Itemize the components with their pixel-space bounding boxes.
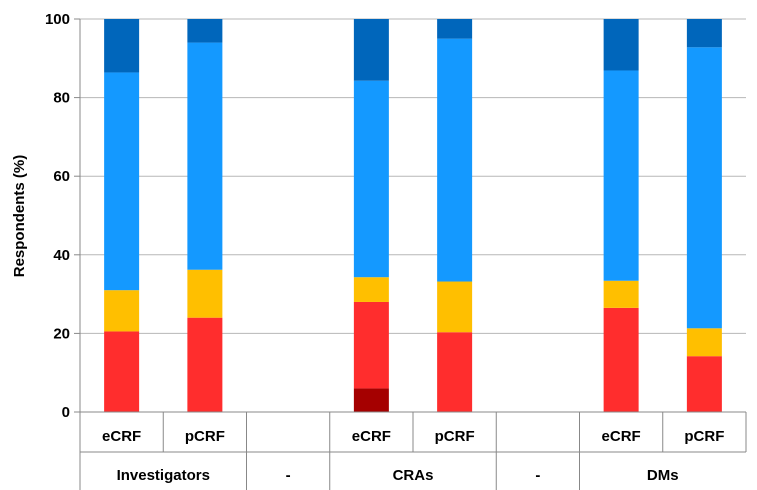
bar-segment xyxy=(603,280,639,308)
bar-segment xyxy=(353,80,389,278)
bar-segment xyxy=(686,356,722,412)
bar-segment xyxy=(686,19,722,48)
bar-segment xyxy=(437,332,473,412)
gridlines xyxy=(74,18,746,413)
axes xyxy=(79,19,747,490)
y-tick-labels: 0 20 40 60 80 100 xyxy=(45,11,70,421)
category-label: pCRF xyxy=(684,428,724,445)
bar-segment xyxy=(353,19,389,81)
bar-segment xyxy=(686,328,722,357)
bar-segment xyxy=(686,47,722,329)
bar-segment xyxy=(187,317,223,412)
y-tick-label: 20 xyxy=(53,325,70,342)
y-tick-label: 80 xyxy=(53,90,70,107)
bar-segment xyxy=(187,19,223,43)
bar-segment xyxy=(104,19,140,73)
y-tick-label: 100 xyxy=(45,11,70,28)
bar-segment xyxy=(437,38,473,282)
y-axis-title: Respondents (%) xyxy=(11,155,28,278)
bar-segment xyxy=(353,388,389,412)
bar-segment xyxy=(353,277,389,302)
group-label: - xyxy=(535,467,540,484)
group-label: CRAs xyxy=(393,467,434,484)
bar-segment xyxy=(104,72,140,291)
y-tick-label: 60 xyxy=(53,168,70,185)
y-tick-label: 40 xyxy=(53,247,70,264)
bar-segment xyxy=(437,19,473,39)
y-tick-label: 0 xyxy=(62,404,70,421)
bar-segment xyxy=(187,269,223,318)
group-label: - xyxy=(286,467,291,484)
bar-segment xyxy=(104,290,140,332)
bar-segment xyxy=(603,19,639,71)
category-label: pCRF xyxy=(435,428,475,445)
group-label: Investigators xyxy=(117,467,210,484)
bars xyxy=(104,19,722,412)
category-labels: eCRF pCRF eCRF pCRF eCRF pCRF xyxy=(102,428,724,445)
bar-segment xyxy=(437,281,473,333)
group-labels: Investigators - CRAs - DMs xyxy=(117,467,679,484)
bar-segment xyxy=(187,42,223,270)
bar-segment xyxy=(603,70,639,281)
bar-segment xyxy=(353,301,389,389)
bar-segment xyxy=(603,307,639,412)
category-label: pCRF xyxy=(185,428,225,445)
group-label: DMs xyxy=(647,467,679,484)
category-label: eCRF xyxy=(102,428,141,445)
bar-segment xyxy=(104,331,140,412)
category-label: eCRF xyxy=(352,428,391,445)
category-label: eCRF xyxy=(602,428,641,445)
